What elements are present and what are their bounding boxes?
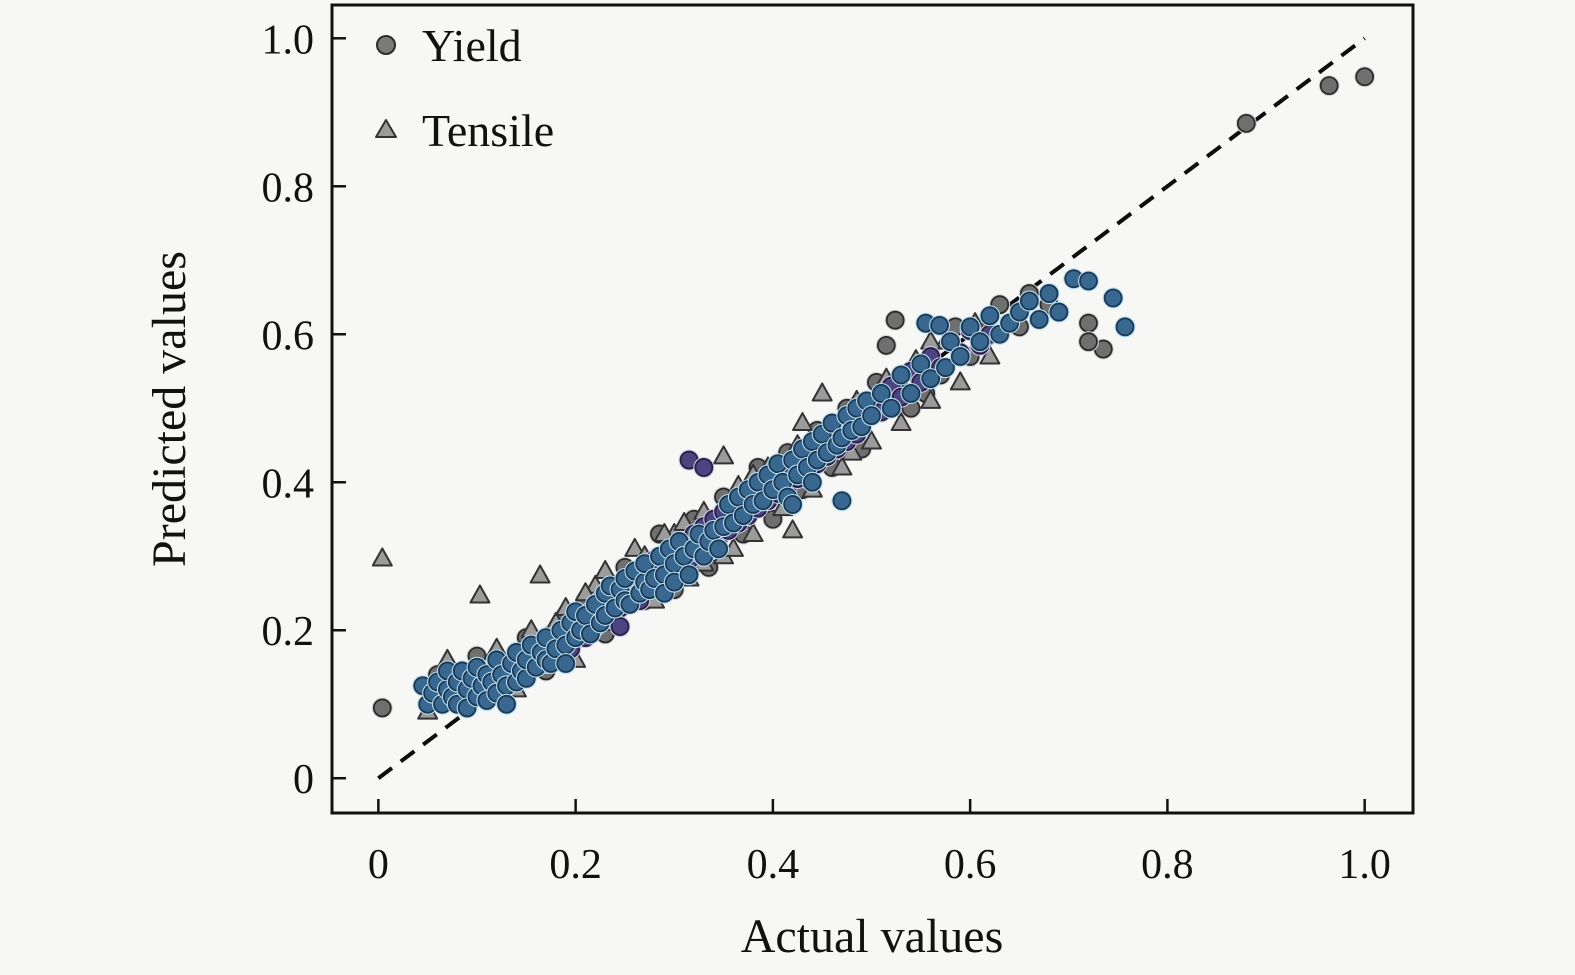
yield-point (871, 384, 891, 403)
yield-point (802, 472, 822, 492)
x-tick-label: 0.6 (944, 842, 997, 888)
yield-point (1355, 67, 1375, 87)
yield-point (1079, 271, 1098, 291)
yield-point (862, 406, 881, 426)
y-tick-label: 1.0 (262, 17, 315, 63)
y-tick-label: 0 (293, 757, 314, 803)
tensile-point (469, 584, 491, 604)
yield-point (610, 617, 630, 636)
tensile-point (742, 523, 764, 543)
yield-point (1029, 310, 1049, 329)
y-tick-label: 0.6 (262, 313, 315, 359)
legend-tensile-label: Tensile (422, 105, 554, 156)
yield-point (891, 365, 911, 385)
tensile-point (831, 456, 853, 476)
yield-point (876, 335, 896, 355)
series-yield-blue (412, 268, 1136, 719)
legend: Yield Tensile (375, 20, 554, 156)
scatter-points (371, 66, 1376, 720)
legend-tensile-marker-icon (375, 119, 397, 138)
yield-point (911, 354, 931, 374)
yield-point (1079, 313, 1098, 333)
legend-yield-label: Yield (422, 20, 522, 71)
yield-point (1049, 302, 1069, 322)
yield-point (1115, 317, 1135, 337)
yield-point (885, 310, 905, 330)
yield-point (921, 369, 941, 389)
y-axis: 0 0.2 0.4 0.6 0.8 1.0 (262, 17, 346, 803)
tensile-point (920, 389, 942, 409)
yield-point (960, 317, 980, 337)
x-tick-label: 0.8 (1141, 842, 1194, 888)
tensile-point (782, 519, 804, 539)
yield-point (1236, 113, 1256, 133)
yield-point (497, 694, 516, 714)
x-axis-title: Actual values (741, 910, 1004, 963)
yield-point (980, 306, 1000, 326)
yield-point (881, 398, 901, 418)
y-tick-label: 0.4 (262, 461, 315, 507)
yield-point (694, 458, 714, 477)
x-axis: 0 0.2 0.4 0.6 0.8 1.0 (368, 799, 1391, 888)
tensile-point (949, 371, 971, 391)
tensile-point (529, 564, 551, 584)
yield-point (1079, 332, 1098, 352)
tensile-point (890, 412, 912, 432)
tensile-point (861, 430, 883, 450)
yield-point (783, 495, 803, 514)
tensile-point (811, 382, 833, 402)
tensile-point (624, 537, 646, 557)
yield-point (1039, 284, 1059, 303)
yield-point (901, 384, 921, 403)
yield-point (1319, 76, 1339, 96)
yield-point (1019, 291, 1039, 311)
x-tick-label: 0.2 (549, 842, 602, 888)
x-tick-label: 1.0 (1338, 842, 1391, 888)
yield-point (679, 565, 699, 585)
x-tick-label: 0.4 (747, 842, 800, 888)
legend-yield-marker-icon (376, 35, 396, 55)
yield-point (941, 332, 960, 352)
yield-point (1103, 288, 1123, 308)
y-tick-label: 0.2 (262, 609, 315, 655)
yield-point (372, 698, 392, 718)
y-tick-label: 0.8 (262, 165, 315, 211)
yield-point (832, 491, 852, 511)
yield-point (709, 539, 729, 559)
tensile-point (791, 412, 813, 432)
yield-point (970, 332, 990, 352)
tensile-point (371, 547, 393, 567)
yield-point (950, 347, 970, 366)
tensile-point (713, 445, 735, 465)
tensile-point (979, 345, 1001, 365)
plot-frame (330, 3, 1415, 815)
x-tick-label: 0 (368, 842, 389, 888)
y-axis-title: Predicted values (143, 251, 196, 567)
yield-point (930, 315, 949, 335)
yield-point (936, 358, 955, 377)
yield-point (556, 654, 576, 673)
